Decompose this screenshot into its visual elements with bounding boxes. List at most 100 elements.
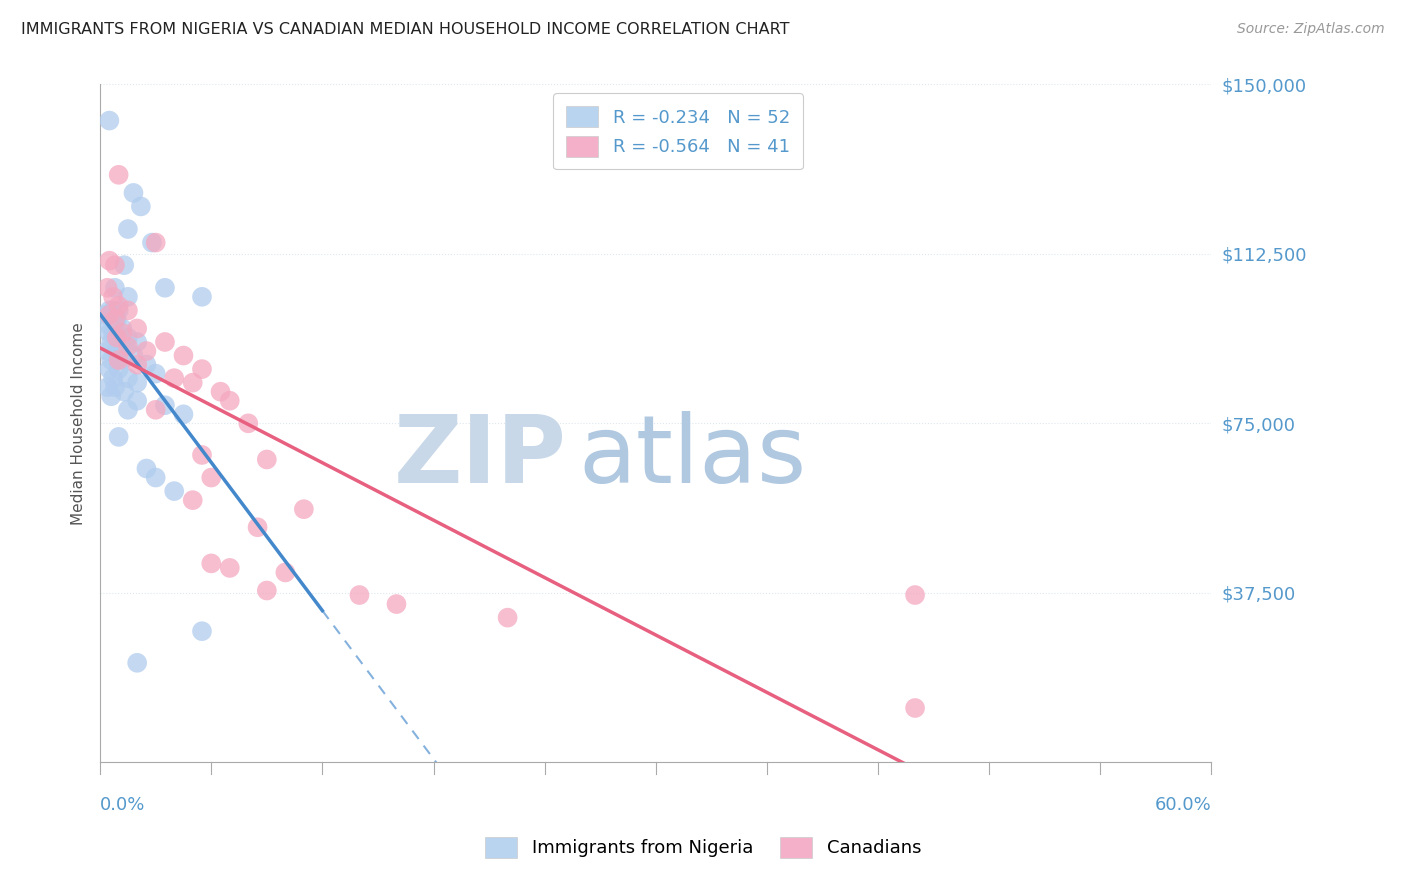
Point [292, 502, 315, 516]
Point [127, 393, 149, 408]
Point [181, 493, 204, 508]
Point [153, 398, 176, 412]
Point [135, 461, 157, 475]
Point [117, 371, 139, 385]
Point [117, 402, 139, 417]
Point [111, 321, 134, 335]
Point [172, 407, 194, 421]
Point [153, 281, 176, 295]
Point [104, 380, 127, 394]
Point [105, 344, 128, 359]
Point [111, 353, 134, 368]
Point [163, 371, 186, 385]
Point [181, 376, 204, 390]
Point [129, 199, 152, 213]
Point [96, 380, 118, 394]
Point [104, 281, 127, 295]
Point [256, 583, 278, 598]
Point [101, 290, 124, 304]
Point [145, 470, 167, 484]
Point [100, 334, 122, 349]
Point [98, 326, 121, 340]
Point [172, 349, 194, 363]
Point [349, 588, 371, 602]
Point [191, 290, 214, 304]
Point [107, 168, 129, 182]
Point [98, 303, 121, 318]
Point [256, 452, 278, 467]
Point [107, 362, 129, 376]
Point [191, 362, 214, 376]
Legend: Immigrants from Nigeria, Canadians: Immigrants from Nigeria, Canadians [478, 830, 928, 865]
Point [209, 384, 232, 399]
Point [163, 484, 186, 499]
Point [218, 393, 240, 408]
Point [127, 334, 149, 349]
Point [274, 566, 297, 580]
Point [107, 299, 129, 313]
Point [101, 326, 124, 340]
Point [94, 308, 117, 322]
Text: 0.0%: 0.0% [100, 796, 145, 814]
Point [191, 624, 214, 639]
Text: 60.0%: 60.0% [1154, 796, 1212, 814]
Point [117, 222, 139, 236]
Point [105, 312, 128, 326]
Text: ZIP: ZIP [394, 411, 567, 503]
Text: atlas: atlas [578, 411, 806, 503]
Point [112, 384, 135, 399]
Point [117, 290, 139, 304]
Point [238, 417, 260, 431]
Point [100, 353, 122, 368]
Point [96, 317, 118, 331]
Point [122, 349, 145, 363]
Point [127, 358, 149, 372]
Point [107, 353, 129, 368]
Point [96, 344, 118, 359]
Point [104, 258, 127, 272]
Point [145, 402, 167, 417]
Point [117, 303, 139, 318]
Point [100, 389, 122, 403]
Point [107, 430, 129, 444]
Legend: R = -0.234   N = 52, R = -0.564   N = 41: R = -0.234 N = 52, R = -0.564 N = 41 [554, 94, 803, 169]
Point [98, 308, 121, 322]
Point [496, 610, 519, 624]
Point [141, 235, 163, 250]
Point [96, 281, 118, 295]
Point [218, 561, 240, 575]
Point [153, 334, 176, 349]
Point [904, 701, 927, 715]
Point [100, 308, 122, 322]
Point [127, 376, 149, 390]
Point [112, 258, 135, 272]
Point [101, 303, 124, 318]
Point [107, 303, 129, 318]
Point [101, 371, 124, 385]
Point [117, 339, 139, 353]
Text: IMMIGRANTS FROM NIGERIA VS CANADIAN MEDIAN HOUSEHOLD INCOME CORRELATION CHART: IMMIGRANTS FROM NIGERIA VS CANADIAN MEDI… [21, 22, 790, 37]
Point [98, 253, 121, 268]
Point [104, 312, 127, 326]
Point [200, 557, 222, 571]
Point [904, 588, 927, 602]
Point [135, 344, 157, 359]
Point [122, 186, 145, 200]
Point [145, 367, 167, 381]
Point [111, 326, 134, 340]
Point [98, 362, 121, 376]
Point [246, 520, 269, 534]
Point [200, 470, 222, 484]
Point [127, 656, 149, 670]
Point [107, 339, 129, 353]
Point [104, 317, 127, 331]
Point [145, 235, 167, 250]
Point [117, 330, 139, 344]
Point [105, 330, 128, 344]
Point [135, 358, 157, 372]
Point [385, 597, 408, 611]
Text: Source: ZipAtlas.com: Source: ZipAtlas.com [1237, 22, 1385, 37]
Y-axis label: Median Household Income: Median Household Income [72, 322, 86, 524]
Point [191, 448, 214, 462]
Point [127, 321, 149, 335]
